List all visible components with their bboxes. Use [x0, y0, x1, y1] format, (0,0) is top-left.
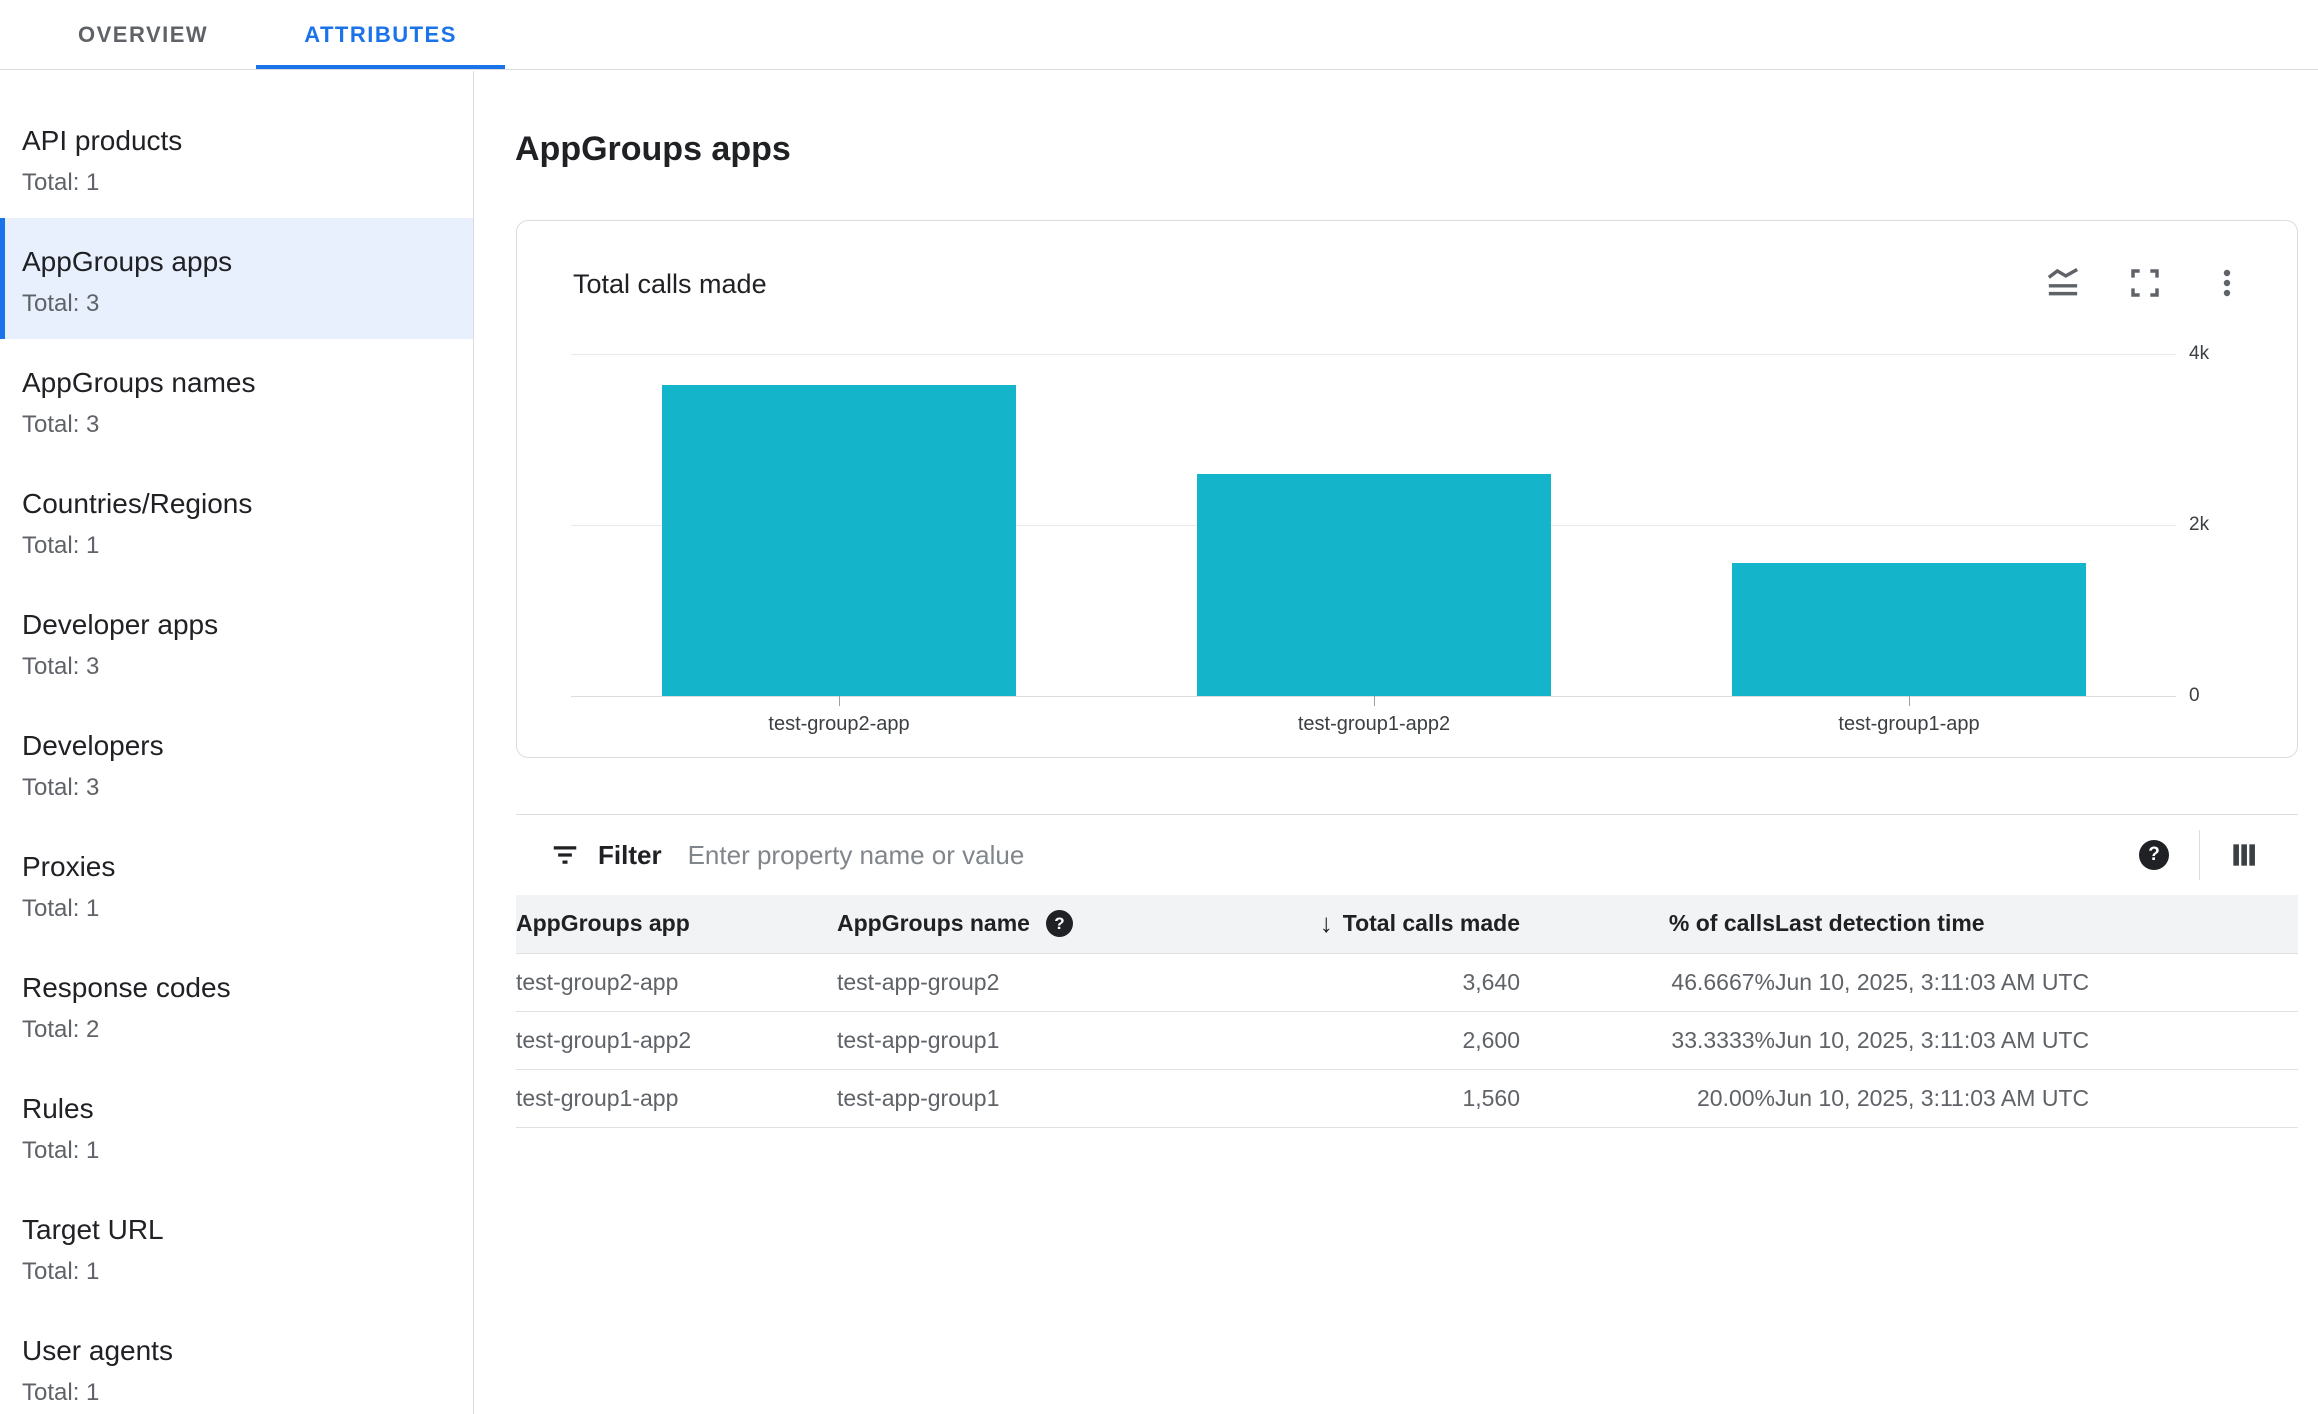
filter-list-icon — [550, 840, 580, 870]
cell-appgroups-name: test-app-group1 — [837, 1069, 1312, 1127]
table-section: Filter ? AppGroups app AppGroups name — [516, 814, 2298, 1128]
bar-chart: 4k 2k 0 test-group2-app test-group1-app2 t… — [517, 221, 2299, 759]
column-header-label: AppGroups name — [837, 910, 1030, 937]
column-header-total-calls[interactable]: ↓ Total calls made — [1312, 895, 1520, 953]
sidebar-item-countries-regions[interactable]: Countries/Regions Total: 1 — [0, 460, 473, 581]
tab-attributes[interactable]: ATTRIBUTES — [256, 0, 505, 69]
sidebar-item-label: Countries/Regions — [22, 487, 453, 521]
x-axis-label: test-group1-app2 — [1298, 713, 1450, 736]
sidebar-item-user-agents[interactable]: User agents Total: 1 — [0, 1307, 473, 1414]
sidebar-item-developer-apps[interactable]: Developer apps Total: 3 — [0, 581, 473, 702]
sidebar-item-total: Total: 3 — [22, 289, 453, 319]
x-axis-tick — [839, 696, 840, 706]
page: OVERVIEW ATTRIBUTES API products Total: … — [0, 0, 2318, 1414]
sidebar-item-label: Proxies — [22, 850, 453, 884]
data-table: AppGroups app AppGroups name ? ↓ Total c… — [516, 895, 2298, 1128]
column-header-appgroups-app[interactable]: AppGroups app — [516, 895, 837, 953]
tab-bar: OVERVIEW ATTRIBUTES — [0, 0, 2318, 70]
view-columns-icon[interactable] — [2228, 839, 2260, 871]
sidebar-item-label: AppGroups apps — [22, 245, 453, 279]
column-help-icon[interactable]: ? — [1046, 910, 1073, 937]
sidebar-item-proxies[interactable]: Proxies Total: 1 — [0, 823, 473, 944]
gridline-4k — [571, 354, 2176, 355]
sidebar: API products Total: 1 AppGroups apps Tot… — [0, 71, 474, 1414]
x-axis-label: test-group1-app — [1838, 713, 1979, 736]
table-header-row: AppGroups app AppGroups name ? ↓ Total c… — [516, 895, 2298, 953]
cell-appgroups-app: test-group1-app2 — [516, 1011, 837, 1069]
x-axis-tick — [1909, 696, 1910, 706]
cell-last-detection: Jun 10, 2025, 3:11:03 AM UTC — [1775, 1011, 2298, 1069]
cell-appgroups-app: test-group1-app — [516, 1069, 837, 1127]
divider — [2199, 830, 2200, 880]
sidebar-item-total: Total: 1 — [22, 1257, 453, 1287]
cell-appgroups-name: test-app-group1 — [837, 1011, 1312, 1069]
cell-total-calls: 3,640 — [1312, 953, 1520, 1011]
cell-total-calls: 2,600 — [1312, 1011, 1520, 1069]
page-title: AppGroups apps — [515, 130, 791, 169]
cell-pct-calls: 33.3333% — [1520, 1011, 1775, 1069]
sidebar-item-total: Total: 3 — [22, 773, 453, 803]
sidebar-item-target-url[interactable]: Target URL Total: 1 — [0, 1186, 473, 1307]
cell-pct-calls: 20.00% — [1520, 1069, 1775, 1127]
sidebar-item-total: Total: 3 — [22, 410, 453, 440]
column-header-label: Total calls made — [1343, 910, 1520, 937]
table-row: test-group1-app test-app-group1 1,560 20… — [516, 1069, 2298, 1127]
chart-card: Total calls made — [516, 220, 2298, 758]
column-header-appgroups-name[interactable]: AppGroups name ? — [837, 895, 1312, 953]
cell-appgroups-name: test-app-group2 — [837, 953, 1312, 1011]
table-row: test-group2-app test-app-group2 3,640 46… — [516, 953, 2298, 1011]
y-tick-label: 2k — [2189, 514, 2249, 536]
cell-last-detection: Jun 10, 2025, 3:11:03 AM UTC — [1775, 953, 2298, 1011]
sidebar-item-total: Total: 3 — [22, 652, 453, 682]
y-tick-label: 0 — [2189, 685, 2249, 707]
filter-label: Filter — [598, 840, 662, 871]
table-row: test-group1-app2 test-app-group1 2,600 3… — [516, 1011, 2298, 1069]
sidebar-item-label: Developer apps — [22, 608, 453, 642]
column-header-last-detection[interactable]: Last detection time — [1775, 895, 2298, 953]
filter-row: Filter ? — [516, 814, 2298, 895]
sidebar-item-total: Total: 1 — [22, 894, 453, 924]
sidebar-item-total: Total: 1 — [22, 1378, 453, 1408]
cell-pct-calls: 46.6667% — [1520, 953, 1775, 1011]
sidebar-item-response-codes[interactable]: Response codes Total: 2 — [0, 944, 473, 1065]
sort-descending-icon: ↓ — [1320, 908, 1333, 939]
tab-overview[interactable]: OVERVIEW — [30, 0, 256, 69]
sidebar-item-label: Target URL — [22, 1213, 453, 1247]
sidebar-item-appgroups-apps[interactable]: AppGroups apps Total: 3 — [0, 218, 473, 339]
cell-appgroups-app: test-group2-app — [516, 953, 837, 1011]
x-axis-tick — [1374, 696, 1375, 706]
sidebar-item-label: Developers — [22, 729, 453, 763]
sidebar-item-label: API products — [22, 124, 453, 158]
bar-test-group1-app2[interactable] — [1197, 474, 1551, 696]
column-header-pct-calls[interactable]: % of calls — [1520, 895, 1775, 953]
sidebar-item-label: Response codes — [22, 971, 453, 1005]
bar-test-group1-app[interactable] — [1732, 563, 2086, 696]
filter-input[interactable] — [688, 840, 2139, 871]
sidebar-item-api-products[interactable]: API products Total: 1 — [0, 97, 473, 218]
sidebar-item-label: User agents — [22, 1334, 453, 1368]
sidebar-item-total: Total: 1 — [22, 531, 453, 561]
sidebar-item-appgroups-names[interactable]: AppGroups names Total: 3 — [0, 339, 473, 460]
cell-last-detection: Jun 10, 2025, 3:11:03 AM UTC — [1775, 1069, 2298, 1127]
y-tick-label: 4k — [2189, 343, 2249, 365]
filter-help-icon[interactable]: ? — [2139, 840, 2169, 870]
cell-total-calls: 1,560 — [1312, 1069, 1520, 1127]
sidebar-item-total: Total: 1 — [22, 168, 453, 198]
sidebar-item-rules[interactable]: Rules Total: 1 — [0, 1065, 473, 1186]
sidebar-item-developers[interactable]: Developers Total: 3 — [0, 702, 473, 823]
sidebar-item-total: Total: 1 — [22, 1136, 453, 1166]
bar-test-group2-app[interactable] — [662, 385, 1016, 696]
sidebar-item-total: Total: 2 — [22, 1015, 453, 1045]
sidebar-item-label: Rules — [22, 1092, 453, 1126]
sidebar-item-label: AppGroups names — [22, 366, 453, 400]
x-axis-label: test-group2-app — [768, 713, 909, 736]
